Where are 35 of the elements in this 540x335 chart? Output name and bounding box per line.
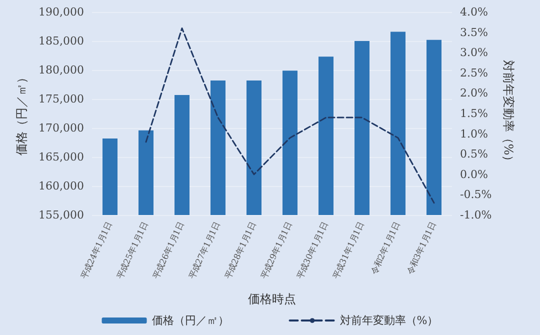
legend-label: 対前年変動率（%） — [340, 314, 438, 327]
y2-tick-label: 2.5% — [460, 66, 488, 80]
y-tick-label: 190,000 — [38, 6, 84, 18]
y2-tick-label: 4.0% — [460, 6, 488, 18]
x-tick-label: 平成27年1月1日 — [187, 220, 223, 281]
y-tick-label: 180,000 — [38, 64, 84, 76]
y2-tick-label: 0.5% — [460, 148, 488, 161]
x-tick-label: 平成25年1月1日 — [115, 220, 151, 281]
y2-tick-label: 2.0% — [460, 86, 488, 100]
x-tick-label: 平成24年1月1日 — [79, 220, 115, 281]
x-tick-label: 令和3年1月1日 — [406, 220, 439, 276]
y2-tick-label: 0.0% — [460, 168, 488, 181]
y-tick-label: 155,000 — [38, 208, 84, 222]
y-axis-title: 価格（円／㎡） — [14, 72, 29, 156]
y2-tick-label: 3.0% — [460, 46, 488, 60]
line-series — [145, 27, 435, 204]
y2-tick-label: -1.0% — [460, 208, 492, 222]
legend-label: 価格（円／㎡） — [152, 314, 229, 327]
y2-axis-title: 対前年変動率（%） — [502, 60, 516, 168]
y-tick-label: 175,000 — [38, 92, 84, 106]
x-tick-label: 平成31年1月1日 — [331, 220, 367, 281]
y2-tick-label: 1.0% — [460, 127, 488, 140]
x-tick-label: 平成28年1月1日 — [223, 220, 259, 281]
y-tick-label: 160,000 — [38, 180, 84, 192]
y2-tick-label: -0.5% — [460, 188, 492, 202]
x-axis-title: 価格時点 — [248, 292, 296, 306]
x-tick-label: 令和2年1月1日 — [370, 220, 403, 276]
y2-tick-label: 3.5% — [460, 26, 488, 39]
y-tick-label: 170,000 — [38, 122, 84, 134]
x-tick-label: 平成29年1月1日 — [259, 220, 295, 281]
x-tick-label: 平成26年1月1日 — [151, 220, 187, 281]
y2-tick-label: 1.5% — [460, 107, 488, 120]
x-tick-label: 平成30年1月1日 — [295, 220, 331, 281]
y-tick-label: 165,000 — [38, 150, 84, 164]
y-tick-label: 185,000 — [38, 34, 84, 48]
